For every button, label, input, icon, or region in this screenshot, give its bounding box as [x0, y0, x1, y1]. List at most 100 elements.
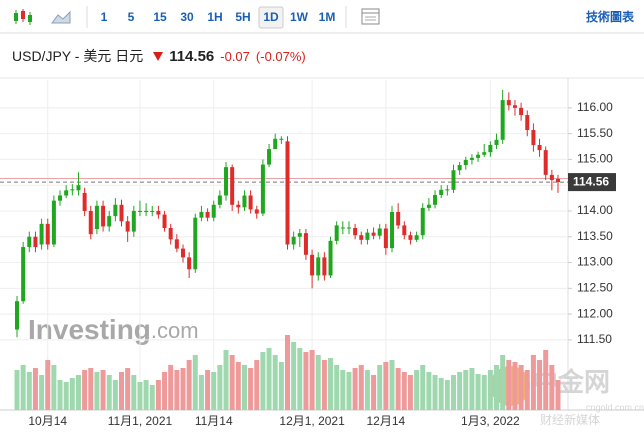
- x-tick-label: 11月1, 2021: [108, 414, 173, 428]
- candle-body: [433, 194, 438, 205]
- candle-body: [187, 257, 192, 270]
- interval-button[interactable]: 1M: [319, 10, 336, 24]
- volume-bar: [309, 350, 315, 410]
- volume-bar: [524, 370, 530, 410]
- volume-bar: [438, 378, 444, 410]
- candle-body: [451, 170, 456, 190]
- candle-body: [88, 210, 93, 235]
- volume-bar: [358, 365, 364, 410]
- candle-body: [500, 100, 505, 140]
- volume-bar: [407, 375, 413, 410]
- y-tick-label: 113.00: [577, 255, 613, 269]
- volume-bar: [315, 355, 321, 410]
- volume-bar: [371, 375, 377, 410]
- candle-body: [297, 233, 302, 237]
- volume-bar: [506, 360, 512, 410]
- chart-button[interactable]: 技術圖表: [586, 9, 635, 24]
- volume-bar: [235, 362, 241, 410]
- volume-bar: [285, 335, 290, 410]
- y-tick-label: 112.00: [577, 306, 613, 320]
- interval-button[interactable]: 30: [180, 10, 194, 24]
- interval-button[interactable]: 1W: [290, 10, 309, 24]
- candle-body: [396, 212, 401, 226]
- candle-body: [279, 138, 284, 140]
- toolbar: [0, 0, 644, 33]
- table-icon[interactable]: [361, 8, 380, 25]
- y-tick-label: 112.50: [577, 280, 613, 294]
- candle-body: [334, 225, 339, 241]
- candle-body: [156, 210, 161, 215]
- candle-body: [101, 205, 106, 227]
- volume-bar: [297, 348, 303, 410]
- last-price: 114.56: [169, 47, 215, 65]
- candle-body: [236, 204, 241, 208]
- candle-body: [230, 167, 235, 205]
- volume-bar: [168, 365, 174, 410]
- grid: [0, 80, 568, 410]
- candle-body: [519, 107, 524, 116]
- candle-body: [150, 210, 155, 212]
- interval-selected: [258, 6, 284, 29]
- volume-bar: [537, 360, 543, 410]
- volume-bar: [383, 362, 389, 410]
- candle-body: [365, 232, 370, 240]
- volume-bar: [334, 365, 340, 410]
- volume-bar: [512, 362, 518, 410]
- volume-bar: [162, 372, 168, 410]
- interval-button[interactable]: 15: [153, 10, 167, 24]
- candle-body: [463, 159, 468, 166]
- candle-body: [346, 227, 351, 229]
- interval-button[interactable]: 1D: [263, 10, 279, 24]
- y-tick-label: 113.50: [577, 229, 613, 243]
- x-tick-label: 12月1, 2021: [279, 414, 345, 428]
- candle-body: [482, 152, 487, 155]
- candle-body: [211, 204, 216, 218]
- volume-bar: [328, 358, 334, 410]
- candle-icon[interactable]: [14, 9, 32, 25]
- interval-button[interactable]: 1: [101, 10, 108, 24]
- volume-bar: [39, 375, 45, 410]
- candle-body: [33, 236, 38, 248]
- volume-bar: [69, 378, 75, 410]
- candle-body: [248, 195, 253, 210]
- area-icon[interactable]: [51, 10, 71, 24]
- volume-bar: [389, 360, 395, 410]
- candle-body: [310, 254, 315, 276]
- candle-body: [254, 209, 259, 214]
- volume-bar: [57, 380, 63, 410]
- volume-bar: [254, 360, 260, 410]
- volume-bar: [494, 365, 500, 410]
- candle-body: [457, 165, 462, 171]
- volume-bar: [272, 355, 278, 410]
- volume-bar: [469, 368, 475, 410]
- candle-body: [512, 105, 517, 108]
- change: -0.07: [220, 48, 250, 64]
- candle-body: [469, 157, 474, 160]
- interval-button[interactable]: 5: [128, 10, 135, 24]
- candle-body: [260, 164, 265, 214]
- candle-body: [39, 223, 44, 245]
- candle-body: [494, 139, 499, 145]
- interval-button[interactable]: 5H: [235, 10, 250, 24]
- candle-body: [340, 227, 345, 229]
- volume-bar: [248, 368, 254, 410]
- volume-bar: [487, 370, 493, 410]
- candle-body: [168, 227, 173, 240]
- candle-body: [402, 225, 407, 236]
- volume-bar: [94, 372, 100, 410]
- volume-bar: [346, 372, 352, 410]
- candle-body: [27, 236, 32, 248]
- candle-body: [439, 189, 444, 195]
- last-price-label: 114.56: [573, 174, 609, 188]
- interval-button[interactable]: 1H: [207, 10, 222, 24]
- candle-body: [180, 248, 185, 258]
- y-tick-label: 115.50: [577, 126, 613, 140]
- volume-bar: [143, 380, 149, 410]
- volume-bar: [63, 382, 69, 410]
- candle-body: [476, 154, 481, 158]
- candle-body: [58, 195, 63, 201]
- candle-body: [549, 174, 554, 181]
- volume-bar: [205, 370, 211, 410]
- candle-body: [371, 232, 376, 236]
